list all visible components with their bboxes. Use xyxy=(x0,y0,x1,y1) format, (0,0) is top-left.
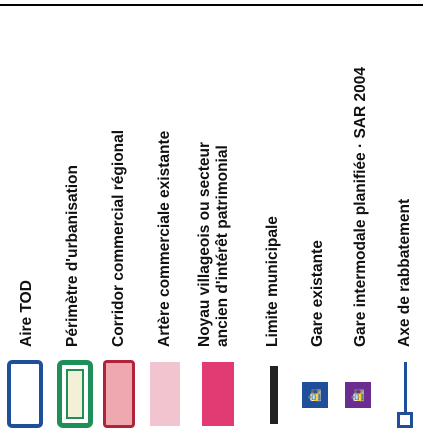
legend-label-regional-corridor: Corridor commercial régional xyxy=(110,129,127,347)
planned-station-icon: 🚉 xyxy=(345,382,371,408)
feeder-axis-line xyxy=(404,362,407,414)
legend-label-tod: Aire TOD xyxy=(18,280,35,347)
feeder-axis-marker xyxy=(397,412,413,428)
legend-label-urban-perimeter: Périmètre d'urbanisation xyxy=(64,165,81,347)
village-core-swatch xyxy=(202,362,234,426)
legend-label-village-core: Noyau villageois ou secteur ancien d'int… xyxy=(196,142,232,347)
commercial-artery-swatch xyxy=(150,362,180,426)
municipal-limit-swatch xyxy=(270,366,278,424)
legend-label-planned-station: Gare intermodale planifiée · SAR 2004 xyxy=(352,67,369,347)
existing-station-icon: 🚉 xyxy=(302,382,328,408)
urban-perimeter-swatch xyxy=(57,360,93,428)
village-core-line-1: Noyau villageois ou secteur xyxy=(196,141,213,347)
legend-label-municipal-limit: Limite municipale xyxy=(264,216,281,347)
top-border-line xyxy=(0,4,423,6)
village-core-line-2: ancien d'intérêt patrimonial xyxy=(213,145,231,347)
legend-label-commercial-artery: Artère commerciale existante xyxy=(156,130,173,347)
regional-corridor-swatch xyxy=(103,360,135,428)
tod-area-swatch xyxy=(7,360,43,428)
legend-label-feeder-axis: Axe de rabbatement xyxy=(396,198,413,347)
legend-label-existing-station: Gare existante xyxy=(309,240,326,347)
